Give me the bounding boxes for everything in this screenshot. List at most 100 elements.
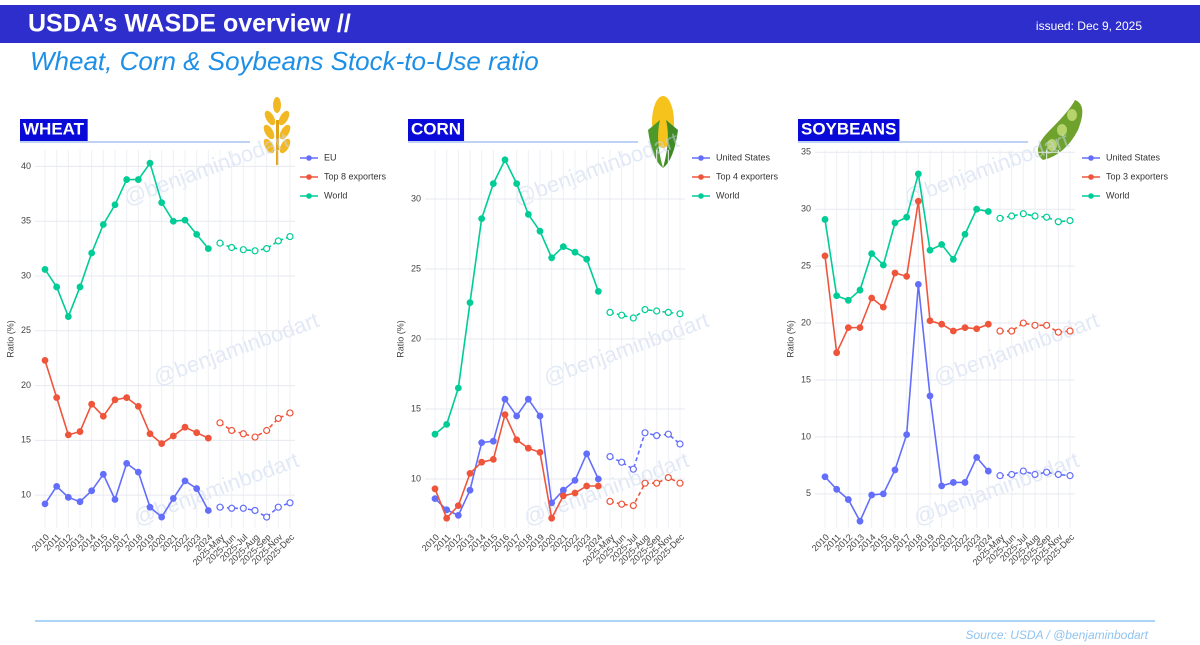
legend-label: Top 8 exporters (324, 171, 387, 181)
forecast-point (263, 513, 271, 521)
legend-marker (1088, 155, 1094, 161)
point (466, 486, 474, 494)
issued-date: issued: Dec 9, 2025 (1036, 19, 1142, 33)
y-tick-label: 15 (411, 403, 421, 413)
forecast-point (263, 426, 271, 435)
point (914, 170, 922, 178)
forecast-point (274, 237, 282, 245)
point (949, 255, 957, 263)
forecast-point (228, 426, 236, 435)
forecast-point (1019, 467, 1027, 475)
forecast-point (228, 504, 236, 512)
point (524, 210, 532, 218)
point (111, 496, 119, 503)
forecast-point (664, 308, 672, 316)
point (984, 208, 992, 215)
forecast-point (216, 419, 224, 427)
point (146, 430, 154, 438)
y-tick-label: 20 (21, 380, 31, 390)
point (984, 320, 992, 328)
point (914, 280, 922, 288)
forecast-point (606, 453, 614, 461)
forecast-point (274, 503, 282, 511)
y-tick-label: 25 (411, 263, 421, 273)
forecast-point (216, 239, 224, 247)
point (431, 485, 439, 493)
point (524, 395, 532, 403)
forecast-point (1066, 327, 1074, 335)
point (134, 176, 142, 183)
point (821, 473, 829, 481)
point (891, 466, 899, 474)
point (501, 395, 509, 403)
legend-label: Top 3 exporters (1106, 171, 1169, 181)
point (856, 324, 864, 332)
forecast-point (653, 307, 661, 315)
point (454, 384, 462, 392)
y-tick-label: 25 (801, 261, 811, 271)
point (431, 430, 439, 438)
point (961, 479, 969, 486)
point (204, 507, 212, 514)
point (454, 502, 462, 510)
forecast-point (1008, 327, 1016, 335)
point (41, 266, 49, 273)
source: Source: USDA / @benjaminbodart (966, 628, 1149, 642)
point (158, 199, 166, 206)
point (454, 512, 462, 519)
point (821, 216, 829, 223)
point (64, 493, 72, 501)
panel-title-box (408, 119, 465, 141)
forecast-point (629, 314, 637, 322)
point (146, 159, 154, 167)
watermark: @benjaminbodart (540, 307, 712, 390)
point (536, 412, 544, 420)
point (99, 470, 107, 478)
forecast-point (641, 306, 649, 314)
point (571, 248, 579, 256)
forecast-point (1043, 468, 1051, 476)
forecast-point (286, 499, 294, 507)
forecast-point (1019, 210, 1027, 218)
point (111, 201, 119, 209)
point (64, 313, 72, 320)
forecast-point (1043, 213, 1051, 221)
point (938, 241, 946, 248)
point (559, 243, 567, 251)
panel-title: SOYBEANS (801, 119, 896, 138)
point (949, 327, 957, 335)
point (891, 269, 899, 277)
point (879, 261, 887, 269)
forecast-point (1054, 218, 1062, 226)
point (833, 485, 841, 493)
point (961, 324, 969, 332)
point (524, 444, 532, 452)
forecast-point (1031, 212, 1039, 220)
point (583, 482, 591, 490)
forecast-point (251, 433, 259, 441)
forecast-point (216, 503, 224, 511)
point (879, 303, 887, 311)
y-tick-label: 10 (21, 490, 31, 500)
point (938, 482, 946, 490)
point (53, 394, 61, 402)
point (903, 213, 911, 221)
forecast-point (676, 310, 684, 318)
point (821, 252, 829, 260)
forecast-point (629, 465, 637, 473)
forecast-point (1031, 321, 1039, 329)
point (583, 255, 591, 263)
point (123, 176, 131, 183)
point (501, 156, 509, 164)
legend-marker (698, 174, 704, 180)
point (513, 180, 521, 188)
legend-marker (306, 155, 312, 161)
point (548, 514, 556, 522)
point (478, 215, 486, 223)
forecast-point (239, 504, 247, 512)
y-tick-label: 15 (21, 435, 31, 445)
y-tick-label: 30 (21, 270, 31, 280)
point (548, 254, 556, 262)
panel-title-box (20, 119, 88, 141)
